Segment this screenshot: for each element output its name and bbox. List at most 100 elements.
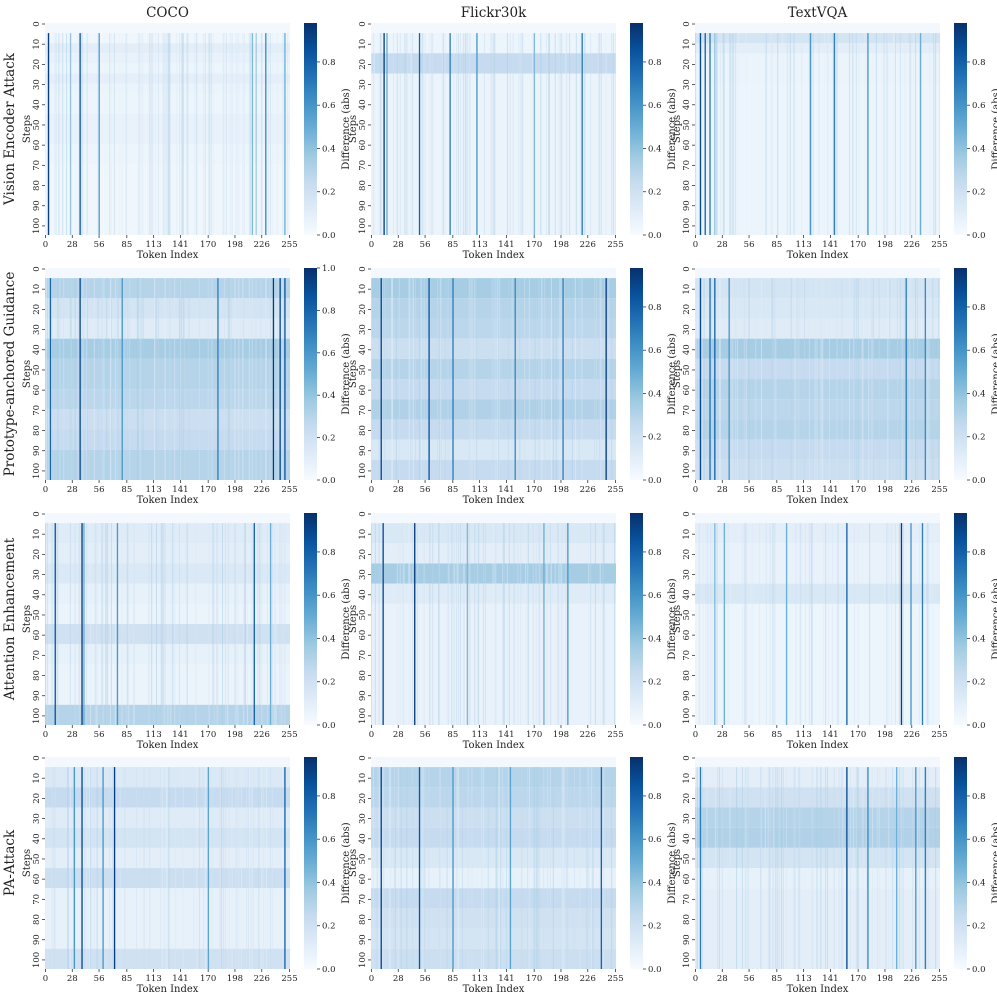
heatmap-cell-column <box>722 33 724 235</box>
x-tick-label: 85 <box>121 974 132 984</box>
heatmap-cell-column <box>396 523 398 725</box>
x-tick-label: 0 <box>693 974 698 984</box>
x-tick-label: 170 <box>526 730 542 740</box>
heatmap-cell-column <box>895 523 896 725</box>
heatmap-cell-column <box>795 523 797 725</box>
heatmap-strong-column <box>452 278 454 480</box>
x-tick-label: 141 <box>498 240 514 250</box>
heatmap-strong-column <box>514 278 516 480</box>
heatmap-cell-column <box>741 767 743 969</box>
heatmap-strong-column <box>846 523 848 725</box>
heatmap-cell-column <box>163 33 165 235</box>
heatmap-cell-column <box>219 767 221 969</box>
heatmap-cell-column <box>111 523 112 725</box>
heatmap-cell-column <box>236 33 238 235</box>
y-tick-label: 30 <box>32 813 42 824</box>
heatmap-cell-column <box>112 767 114 969</box>
heatmap-cell-column <box>732 278 734 480</box>
heatmap-cell-column <box>124 278 126 480</box>
heatmap-cell-column <box>393 767 395 969</box>
heatmap-cell-column <box>134 523 135 725</box>
x-tick-label: 226 <box>580 485 596 495</box>
heatmap-cell-column <box>875 33 877 235</box>
colorbar-tick-label: 0.4 <box>648 389 662 399</box>
heatmap-cell-column <box>798 278 800 480</box>
heatmap-cell-column <box>432 33 434 235</box>
y-tick-label: 50 <box>682 610 692 621</box>
heatmap-cell-column <box>457 767 459 969</box>
heatmap-cell-column <box>282 278 284 480</box>
heatmap-cell-column <box>717 767 718 969</box>
y-tick-label: 10 <box>682 284 692 295</box>
heatmap-cell-column <box>790 278 792 480</box>
heatmap-cell-column <box>408 523 410 725</box>
heatmap-cell-column <box>380 33 382 235</box>
y-axis-label: Steps <box>672 849 683 877</box>
heatmap-cell-column <box>156 278 157 480</box>
heatmap-cell-column <box>887 33 889 235</box>
heatmap-cell-column <box>701 278 703 480</box>
x-tick-label: 255 <box>281 730 297 740</box>
x-tick-label: 85 <box>447 240 458 250</box>
x-tick-label: 141 <box>498 730 514 740</box>
colorbar-tick-label: 0.0 <box>972 476 986 486</box>
y-tick-label: 80 <box>32 425 42 436</box>
heatmap-cell-column <box>816 767 818 969</box>
heatmap-cell-column <box>77 33 79 235</box>
heatmap-cell-column <box>444 33 446 235</box>
heatmap-cell-column <box>424 767 426 969</box>
heatmap-cell-column <box>174 523 176 725</box>
heatmap-cell-column <box>605 33 607 235</box>
heatmap-cell-column <box>227 523 229 725</box>
heatmap-cell-column <box>564 767 566 969</box>
heatmap-cell-column <box>774 278 776 480</box>
heatmap-strong-column <box>380 278 382 480</box>
heatmap-cell-column <box>142 33 144 235</box>
x-tick-label: 198 <box>227 974 243 984</box>
heatmap-panel: 0 28 56 85 113 141 170 198 226 255 0 10 20 30 40 50 60 70… <box>22 755 352 995</box>
heatmap-cell-column <box>193 767 195 969</box>
heatmap-cell-column <box>597 33 599 235</box>
y-tick-label: 30 <box>358 79 368 90</box>
heatmap-cell-column <box>182 33 184 235</box>
x-tick-label: 56 <box>94 730 105 740</box>
y-tick-label: 90 <box>682 445 692 456</box>
heatmap-cell-column <box>211 767 213 969</box>
heatmap-cell-column <box>705 523 707 725</box>
heatmap-cell-column <box>777 767 779 969</box>
heatmap-cell-column <box>257 523 259 725</box>
y-tick-label: 40 <box>682 99 692 110</box>
heatmap-cell-column <box>507 278 509 480</box>
heatmap-strong-column <box>809 33 812 235</box>
colorbar-tick-label: 0.0 <box>322 721 336 731</box>
colorbar-tick-label: 0.8 <box>322 58 336 68</box>
heatmap-strong-column <box>600 767 603 969</box>
x-tick-label: 85 <box>771 485 782 495</box>
heatmap-cell-column <box>202 33 204 235</box>
heatmap-cell-column <box>730 33 732 235</box>
heatmap-strong-column <box>269 523 272 725</box>
heatmap-cell-column <box>755 278 757 480</box>
heatmap-cell-column <box>244 523 246 725</box>
heatmap-cell-column <box>719 33 721 235</box>
colorbar-tick-label: 0.4 <box>322 144 336 154</box>
colorbar <box>304 757 317 969</box>
heatmap-cell-column <box>96 767 98 969</box>
heatmap-cell-column <box>592 767 594 969</box>
heatmap-cell-column <box>118 33 120 235</box>
heatmap-strong-column <box>905 278 907 480</box>
heatmap-cell-column <box>151 523 153 725</box>
heatmap-cell-column <box>571 278 573 480</box>
heatmap-cell-column <box>502 767 504 969</box>
heatmap-cell-column <box>773 767 775 969</box>
heatmap-cell-column <box>444 278 446 480</box>
heatmap-cell-column <box>50 278 52 480</box>
heatmap-cell-column <box>718 278 720 480</box>
heatmap-cell-column <box>603 523 605 725</box>
heatmap-band <box>45 358 290 390</box>
heatmap-cell-column <box>409 523 411 725</box>
heatmap-cell-column <box>520 33 522 235</box>
heatmap-cell-column <box>602 523 604 725</box>
colorbar-tick-label: 0.2 <box>648 922 662 932</box>
y-tick-label: 80 <box>682 425 692 436</box>
